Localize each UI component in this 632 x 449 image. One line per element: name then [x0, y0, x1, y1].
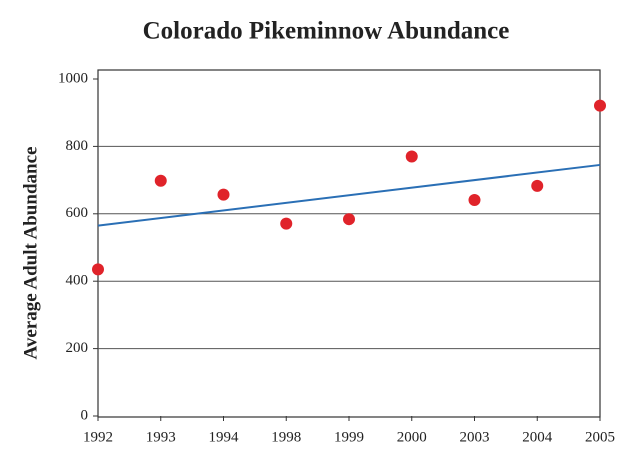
- y-tick-label: 800: [66, 138, 89, 154]
- x-tick-label: 1994: [209, 429, 240, 445]
- y-tick-label: 600: [66, 205, 89, 221]
- plot-frame: [97, 69, 601, 418]
- y-tick-label: 1000: [58, 70, 88, 86]
- x-tick-label: 1992: [83, 429, 113, 445]
- x-tick-label: 1993: [146, 429, 176, 445]
- data-point: [154, 174, 167, 187]
- chart-title: Colorado Pikeminnow Abundance: [143, 18, 510, 45]
- data-point: [280, 217, 293, 230]
- x-tick-label: 2005: [585, 429, 615, 445]
- y-tick-label: 200: [66, 340, 89, 356]
- x-tick-label: 2004: [522, 429, 553, 445]
- y-tick-label: 0: [81, 407, 89, 423]
- x-tick-label: 2003: [460, 429, 490, 445]
- data-point: [405, 150, 418, 163]
- trend-line: [97, 163, 601, 227]
- data-point: [92, 263, 104, 276]
- x-tick-label: 1998: [271, 429, 301, 445]
- y-axis-label: Average Adult Abundance: [20, 147, 41, 360]
- data-point: [594, 99, 606, 112]
- data-point: [468, 193, 481, 206]
- x-tick-label: 1999: [334, 429, 364, 445]
- data-point: [531, 179, 544, 192]
- data-point: [217, 188, 230, 201]
- y-tick-label: 400: [66, 273, 89, 289]
- data-point: [343, 213, 355, 226]
- x-tick-label: 2000: [397, 429, 427, 445]
